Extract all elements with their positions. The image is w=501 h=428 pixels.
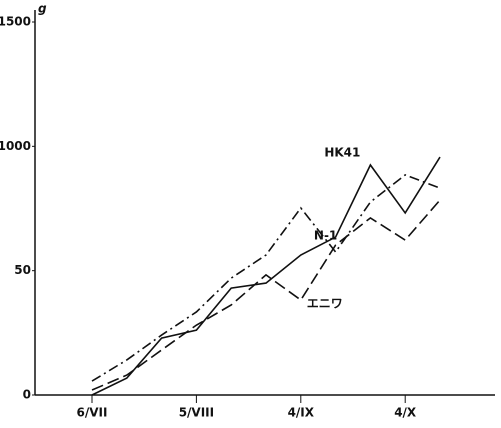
x-tick-label: 4/IX (288, 406, 315, 420)
y-tick-label: 50 (14, 263, 31, 277)
series-label: N-1 (314, 229, 337, 243)
series-label: HK41 (324, 145, 360, 159)
x-tick-label: 4/X (394, 406, 417, 420)
series-line (91, 174, 441, 382)
series-line (91, 199, 441, 391)
series-line (91, 156, 441, 396)
y-unit: g (38, 2, 47, 16)
series-label: エニワ (307, 297, 343, 311)
x-tick-label: 6/VII (77, 406, 108, 420)
y-tick-label: 1500 (0, 15, 31, 29)
y-tick-label: 0 (23, 388, 31, 402)
x-tick-label: 5/VIII (179, 406, 214, 420)
y-tick-label: 1000 (0, 139, 31, 153)
